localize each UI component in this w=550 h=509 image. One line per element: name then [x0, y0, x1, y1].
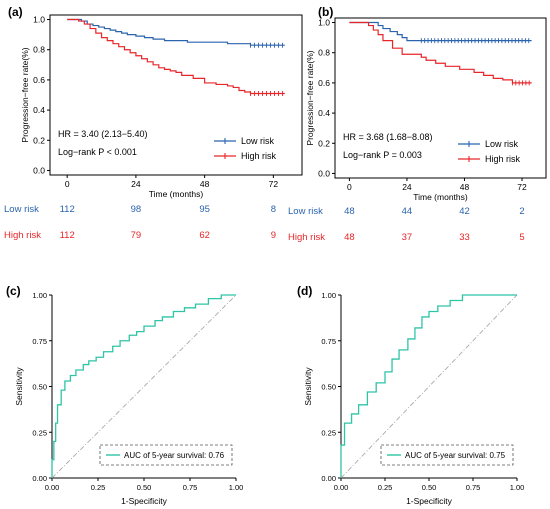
- panel-label: (c): [6, 284, 21, 298]
- y-axis-label: Progression−free rate(%): [20, 47, 30, 142]
- x-tick-label: 0.25: [378, 483, 393, 492]
- risk-table-count: 9: [271, 230, 276, 241]
- risk-table-count: 62: [199, 230, 210, 241]
- legend-box: [380, 444, 514, 466]
- plot-frame: [49, 14, 303, 176]
- roc-panel-2: (c) 0.00 0.25 0.50 0.75 1.00 0.00 0.25 0.50 0.75 1…: [6, 284, 243, 506]
- roc-curve: [51, 294, 236, 478]
- y-tick-label: 0.2: [318, 138, 330, 148]
- roc-curve: [340, 294, 517, 478]
- y-tick-label: 0.6: [33, 75, 45, 85]
- x-tick-label: 1.00: [229, 483, 244, 492]
- risk-table-count: 8: [271, 204, 276, 215]
- y-tick-label: 1.0: [318, 18, 330, 28]
- y-tick-label: 0.8: [318, 48, 330, 58]
- x-tick-label: 48: [200, 179, 210, 189]
- y-tick-label: 0.25: [32, 428, 47, 437]
- risk-table-count: 2: [519, 206, 524, 217]
- x-tick-label: 0.00: [45, 483, 60, 492]
- y-tick-label: 1.0: [33, 15, 45, 25]
- y-tick-label: 1.00: [321, 291, 336, 300]
- x-tick-label: 24: [131, 179, 141, 189]
- y-tick-label: 0.8: [33, 45, 45, 55]
- risk-table-count: 37: [402, 232, 413, 243]
- risk-table-label: High risk: [288, 232, 325, 243]
- y-tick-label: 0.4: [33, 105, 45, 115]
- hr-annotation: HR = 3.68 (1.68−8.08): [343, 132, 433, 142]
- legend-label: High risk: [485, 154, 521, 164]
- km-curve-high: [349, 21, 532, 84]
- y-tick-label: 0.4: [318, 108, 330, 118]
- y-tick-label: 0.6: [318, 78, 330, 88]
- x-tick-label: 0: [347, 182, 352, 192]
- y-axis-label: Sensitivity: [14, 367, 24, 406]
- x-tick-label: 0.75: [183, 483, 198, 492]
- risk-table-count: 44: [402, 206, 413, 217]
- y-tick-label: 0.25: [321, 428, 336, 437]
- reference-diagonal: [340, 294, 518, 479]
- risk-table-count: 48: [344, 232, 355, 243]
- x-tick-label: 0: [65, 179, 70, 189]
- y-tick-label: 0.75: [32, 337, 47, 346]
- x-tick-label: 0.00: [334, 483, 349, 492]
- risk-table-count: 112: [60, 230, 75, 241]
- x-tick-label: 0.50: [137, 483, 152, 492]
- risk-table-count: 98: [131, 204, 142, 215]
- x-tick-label: 0.50: [422, 483, 437, 492]
- y-tick-label: 0.2: [33, 135, 45, 145]
- km-curve-low: [67, 18, 285, 46]
- risk-table-label: Low risk: [4, 204, 39, 215]
- legend-label: Low risk: [241, 136, 275, 146]
- y-axis-label: Sensitivity: [303, 367, 313, 406]
- y-axis-label: Progression−free rate(%): [305, 50, 315, 145]
- y-tick-label: 1.00: [32, 291, 47, 300]
- y-tick-label: 0.75: [321, 337, 336, 346]
- legend-box: [99, 444, 233, 466]
- x-axis-label: Time (months): [413, 192, 468, 202]
- legend-label: High risk: [241, 151, 277, 161]
- panel-label: (d): [297, 284, 312, 298]
- legend-label: Low risk: [485, 139, 519, 149]
- reference-diagonal: [51, 294, 237, 479]
- p-annotation: Log−rank P = 0.003: [343, 150, 422, 160]
- x-tick-label: 24: [402, 182, 412, 192]
- risk-table-count: 112: [60, 204, 75, 215]
- plot-frame: [334, 17, 547, 179]
- x-tick-label: 0.25: [91, 483, 106, 492]
- y-tick-label: 0.0: [318, 168, 330, 178]
- risk-table-count: 42: [459, 206, 470, 217]
- p-annotation: Log−rank P < 0.001: [58, 147, 137, 157]
- x-tick-label: 48: [460, 182, 470, 192]
- x-tick-label: 0.75: [466, 483, 481, 492]
- km-panel-0: (a) 0.0 0.2 0.4 0.6 0.8 1.0 0 24 48 72 Time (months…: [4, 5, 303, 241]
- y-tick-label: 0.00: [321, 474, 336, 483]
- risk-table-count: 79: [131, 230, 142, 241]
- x-tick-label: 1.00: [510, 483, 525, 492]
- hr-annotation: HR = 3.40 (2.13−5.40): [58, 129, 148, 139]
- x-tick-label: 72: [269, 179, 279, 189]
- roc-panel-3: (d) 0.00 0.25 0.50 0.75 1.00 0.00 0.25 0.50 0.75 1…: [297, 284, 524, 506]
- km-curve-high: [67, 18, 285, 95]
- risk-table-count: 33: [459, 232, 470, 243]
- x-axis-label: 1-Specificity: [121, 496, 168, 506]
- y-tick-label: 0.0: [33, 165, 45, 175]
- legend-label: AUC of 5-year survival: 0.75: [405, 451, 506, 460]
- y-tick-label: 0.50: [32, 383, 47, 392]
- x-tick-label: 72: [517, 182, 527, 192]
- km-curve-low: [349, 21, 532, 42]
- x-axis-label: Time (months): [149, 189, 204, 199]
- panel-label: (a): [8, 5, 23, 19]
- x-axis-label: 1-Specificity: [406, 496, 453, 506]
- km-panel-1: (b) 0.0 0.2 0.4 0.6 0.8 1.0 0 24 48 72 Time (months…: [288, 5, 547, 243]
- risk-table-label: High risk: [4, 230, 41, 241]
- risk-table-count: 5: [519, 232, 524, 243]
- panel-label: (b): [318, 5, 333, 19]
- risk-table-count: 48: [344, 206, 355, 217]
- y-tick-label: 0.50: [321, 383, 336, 392]
- legend-label: AUC of 5-year survival: 0.76: [124, 451, 225, 460]
- y-tick-label: 0.00: [32, 474, 47, 483]
- risk-table-label: Low risk: [288, 206, 323, 217]
- risk-table-count: 95: [199, 204, 210, 215]
